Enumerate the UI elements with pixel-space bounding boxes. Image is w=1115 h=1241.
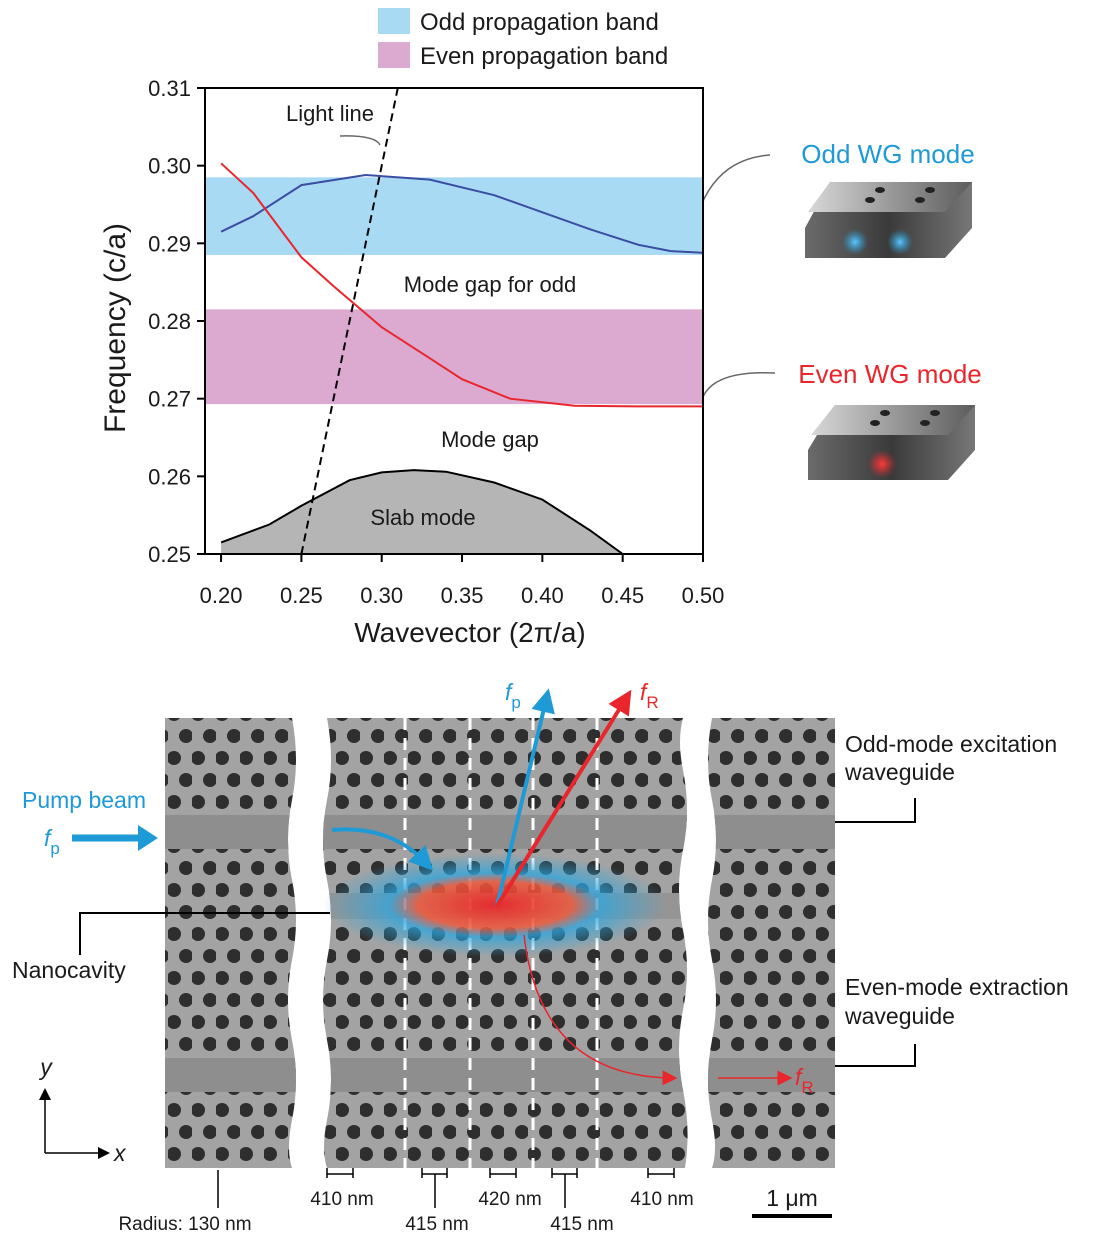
y-tick-label: 0.30 [148, 154, 191, 179]
symbol: f [505, 679, 514, 705]
odd-waveguide-label: Odd-mode excitation [845, 731, 1057, 757]
raman-frequency: fR [795, 1064, 814, 1097]
pump-label: Pump beam [22, 787, 146, 813]
series-line [220, 162, 703, 408]
x-axis-label: x [113, 1140, 127, 1166]
cavity-field [323, 853, 667, 957]
pump-frequency: fp [505, 679, 521, 712]
spacing-brackets [326, 1168, 675, 1208]
slab-area [221, 470, 623, 554]
x-tick-label: 0.30 [360, 583, 403, 608]
leader-line [702, 371, 776, 398]
symbol: f [795, 1064, 804, 1090]
x-tick-label: 0.20 [200, 583, 243, 608]
x-axis-title: Wavevector (2π/a) [354, 617, 585, 648]
y-tick-label: 0.28 [148, 309, 191, 334]
nanocavity-label: Nanocavity [12, 957, 126, 983]
odd-mode-inset [805, 182, 972, 258]
y-tick-label: 0.29 [148, 231, 191, 256]
leader-line [339, 135, 381, 146]
pump-arrow-head [138, 825, 158, 851]
spacing-label: 410 nm [630, 1189, 693, 1210]
extraction-arrow [523, 934, 678, 1086]
legend-swatch [378, 42, 410, 68]
radius-label: Radius: 130 nm [118, 1214, 251, 1235]
symbol: f [640, 679, 649, 705]
subscript: R [646, 693, 658, 712]
even-waveguide-label: Even-mode extraction [845, 974, 1069, 1000]
pump-frequency: fp [44, 825, 60, 858]
y-axis-label: y [38, 1054, 53, 1080]
leader-line [835, 798, 916, 823]
x-tick-label: 0.35 [441, 583, 484, 608]
subscript: p [50, 839, 59, 858]
y-tick-label: 0.26 [148, 464, 191, 489]
raman-frequency: fR [640, 679, 659, 712]
y-tick-label: 0.27 [148, 387, 191, 412]
y-axis-title: Frequency (c/a) [99, 223, 132, 433]
raman-emission-arrow [495, 689, 632, 908]
spacing-label: 415 nm [550, 1214, 613, 1235]
band [205, 309, 703, 405]
series-label: Slab mode [370, 505, 475, 530]
series-label: Odd WG mode [801, 139, 974, 169]
crystal-left [165, 718, 296, 1168]
series-line [300, 87, 399, 555]
x-tick-label: 0.25 [280, 583, 323, 608]
pump-emission-arrow [495, 688, 555, 907]
y-tick-label: 0.25 [148, 542, 191, 567]
even-waveguide-label: waveguide [844, 1003, 955, 1029]
x-tick-label: 0.40 [521, 583, 564, 608]
spacing-label: 415 nm [405, 1214, 468, 1235]
subscript: R [801, 1078, 813, 1097]
band-chart: Odd propagation band Even propagation ban… [99, 8, 982, 648]
subscript: p [511, 693, 520, 712]
legend-label: Odd propagation band [420, 9, 659, 36]
band [205, 177, 703, 255]
series-label: Even WG mode [798, 359, 982, 389]
spacing-label: 410 nm [310, 1189, 373, 1210]
x-tick-label: 0.45 [601, 583, 644, 608]
x-tick-label: 0.50 [682, 583, 725, 608]
symbol: f [44, 825, 53, 851]
coupling-arrow [331, 827, 434, 871]
annotation: Mode gap [441, 427, 539, 452]
annotation: Mode gap for odd [404, 272, 576, 297]
crystal-right [708, 718, 835, 1168]
series-line [220, 469, 624, 555]
series-label: Light line [286, 101, 374, 126]
legend-swatch [378, 8, 410, 34]
series-line [220, 173, 704, 254]
even-mode-inset [808, 405, 975, 480]
legend-label: Even propagation band [420, 43, 668, 70]
leader-line [79, 912, 330, 955]
odd-waveguide-label: waveguide [844, 759, 955, 785]
y-tick-label: 0.31 [148, 76, 191, 101]
leader-line [835, 1044, 916, 1067]
spacing-label: 420 nm [478, 1189, 541, 1210]
scale-bar-label: 1 μm [766, 1185, 818, 1211]
